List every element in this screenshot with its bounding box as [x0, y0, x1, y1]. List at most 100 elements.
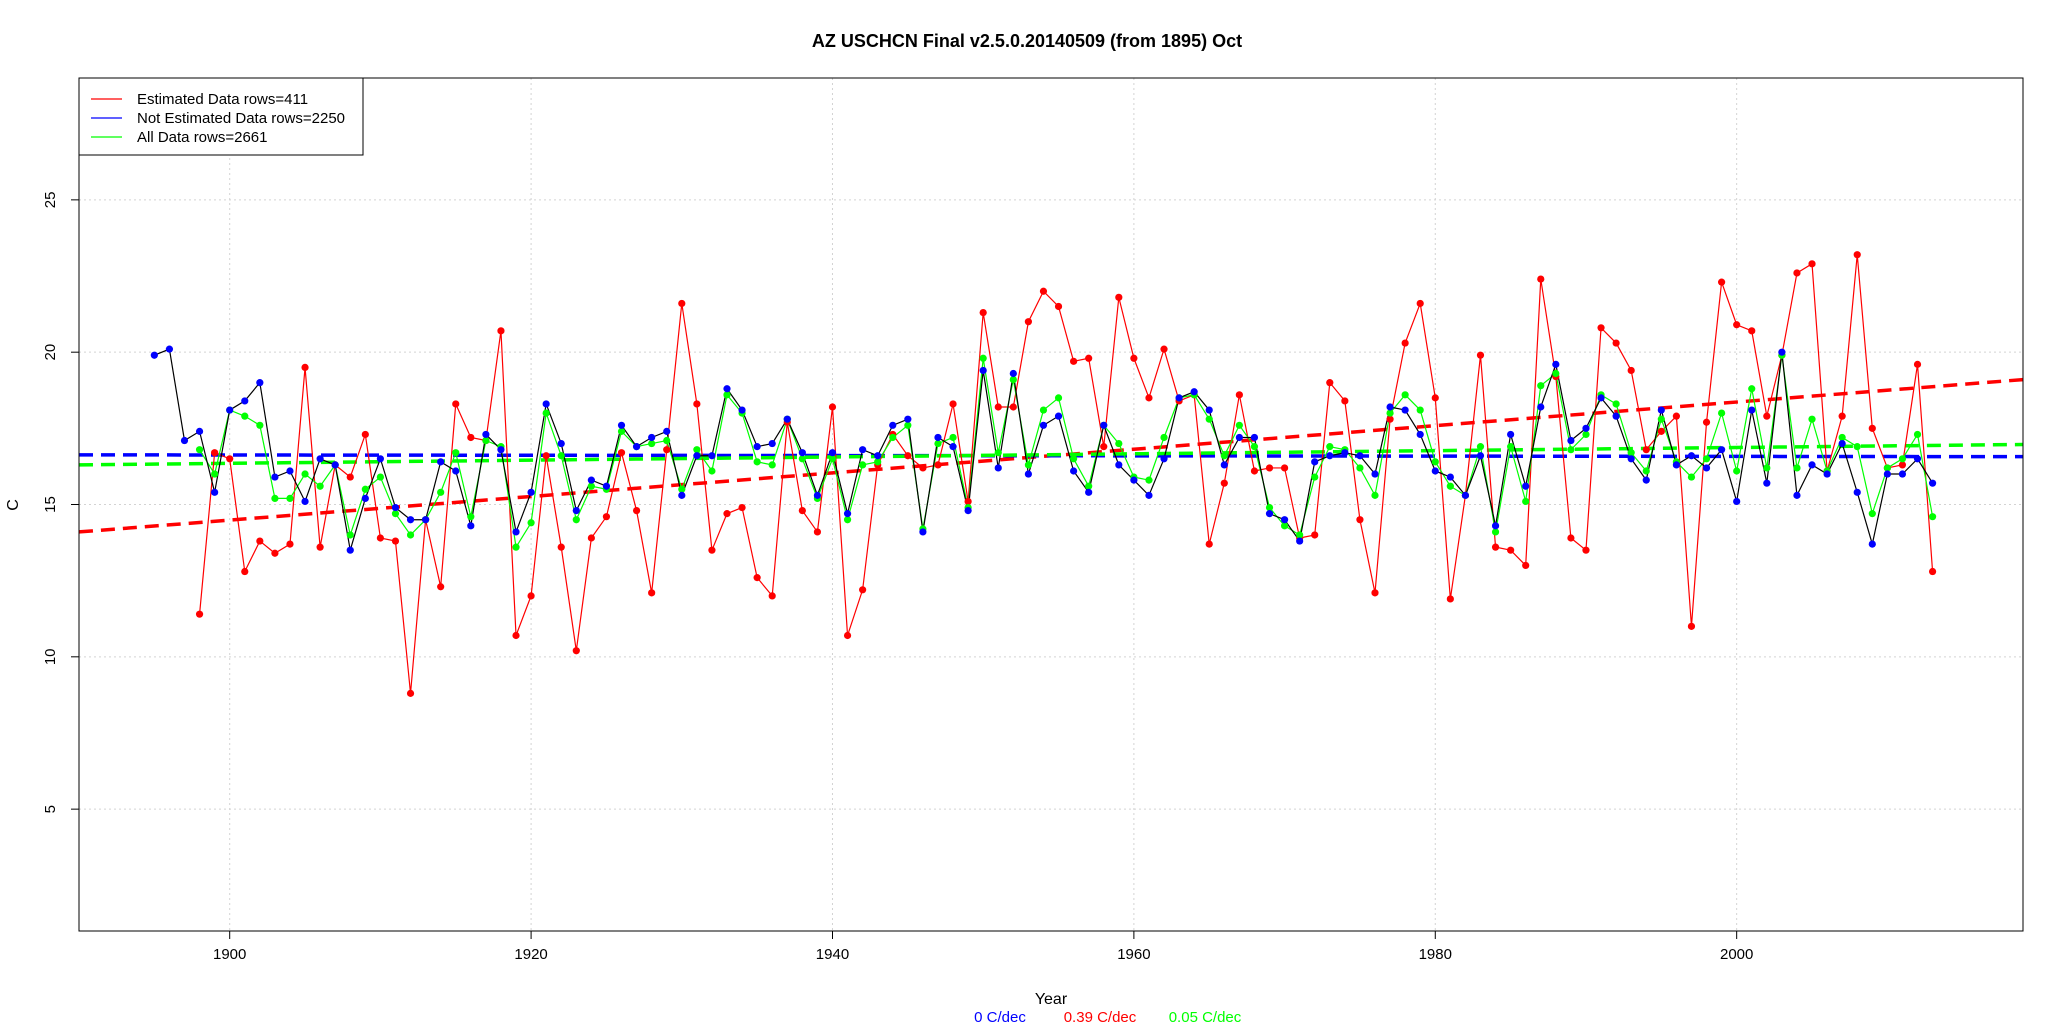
point-estimated: [602, 513, 611, 521]
x-tick-label: 1980: [1419, 946, 1452, 963]
point-not-estimated: [150, 351, 158, 359]
point-estimated: [361, 430, 369, 439]
point-estimated: [1657, 427, 1665, 435]
point-estimated: [693, 400, 701, 408]
point-estimated: [813, 528, 822, 536]
y-tick-label: 10: [42, 648, 59, 665]
point-not-estimated: [512, 528, 520, 536]
point-not-estimated: [211, 488, 219, 496]
point-not-estimated: [195, 427, 204, 435]
point-estimated: [1702, 418, 1711, 426]
point-estimated: [1356, 516, 1364, 524]
point-all: [301, 470, 309, 478]
point-all: [1054, 394, 1063, 402]
point-not-estimated: [1431, 467, 1439, 475]
point-not-estimated: [964, 506, 972, 515]
point-estimated: [271, 549, 279, 557]
point-all: [1913, 430, 1922, 439]
point-not-estimated: [1808, 461, 1816, 469]
point-estimated: [1507, 546, 1515, 554]
point-all: [1296, 531, 1304, 539]
point-estimated: [738, 503, 746, 512]
point-all: [1009, 375, 1017, 384]
point-not-estimated: [316, 455, 324, 463]
point-not-estimated: [1009, 369, 1017, 378]
point-all: [1702, 455, 1711, 463]
point-not-estimated: [180, 436, 189, 445]
point-not-estimated: [1507, 430, 1515, 439]
point-estimated: [1582, 546, 1590, 554]
point-not-estimated: [1280, 516, 1289, 524]
series-lines: [154, 254, 1934, 694]
point-estimated: [1898, 461, 1907, 469]
point-not-estimated: [1733, 497, 1741, 506]
point-not-estimated: [859, 446, 867, 454]
point-all: [1763, 464, 1771, 472]
point-not-estimated: [738, 406, 746, 414]
point-estimated: [1024, 318, 1032, 326]
point-all: [316, 482, 324, 490]
point-not-estimated: [1928, 479, 1937, 487]
point-estimated: [1913, 360, 1922, 368]
point-not-estimated: [1024, 470, 1032, 478]
point-all: [874, 458, 882, 466]
point-all: [271, 494, 279, 503]
point-all: [723, 391, 731, 399]
point-not-estimated: [226, 406, 234, 414]
point-all: [1024, 461, 1032, 469]
point-not-estimated: [1250, 433, 1259, 442]
point-estimated: [753, 574, 761, 582]
point-estimated: [1311, 531, 1319, 539]
point-all: [753, 458, 761, 466]
point-not-estimated: [406, 516, 415, 524]
point-all: [678, 485, 686, 493]
point-all: [708, 467, 716, 475]
point-not-estimated: [828, 449, 837, 457]
point-estimated: [1522, 561, 1530, 570]
point-estimated: [1280, 464, 1289, 472]
point-estimated: [1597, 324, 1605, 332]
point-not-estimated: [602, 482, 611, 490]
point-not-estimated: [1070, 467, 1078, 475]
point-all: [286, 494, 294, 503]
point-not-estimated: [557, 439, 565, 448]
point-estimated: [527, 592, 535, 600]
point-all: [1718, 409, 1726, 417]
point-not-estimated: [1205, 406, 1213, 414]
point-not-estimated: [376, 455, 384, 463]
point-not-estimated: [1642, 476, 1650, 484]
point-estimated: [211, 449, 219, 457]
y-axis-label: C: [5, 499, 22, 511]
point-all: [1356, 464, 1364, 472]
y-axis: 5 10 15 20 25: [42, 192, 79, 813]
point-all: [979, 354, 987, 362]
point-estimated: [708, 546, 716, 554]
point-estimated: [1627, 366, 1635, 375]
point-not-estimated: [572, 506, 580, 515]
point-not-estimated: [843, 510, 852, 518]
point-not-estimated: [587, 476, 595, 484]
point-all: [1642, 467, 1650, 475]
point-not-estimated: [663, 427, 671, 435]
point-all: [452, 449, 460, 457]
point-estimated: [1386, 415, 1394, 423]
point-not-estimated: [753, 443, 761, 451]
point-estimated: [256, 537, 264, 545]
point-not-estimated: [422, 516, 430, 524]
point-estimated: [1130, 354, 1138, 362]
point-not-estimated: [1763, 479, 1771, 487]
y-tick-label: 20: [42, 344, 59, 361]
point-estimated: [1748, 327, 1756, 335]
point-estimated: [1687, 622, 1696, 630]
chart-title: AZ USCHCN Final v2.5.0.20140509 (from 18…: [812, 31, 1242, 51]
point-all: [904, 421, 912, 429]
y-tick-label: 25: [42, 192, 59, 209]
point-estimated: [1416, 299, 1424, 308]
point-estimated: [557, 543, 565, 551]
point-all: [1401, 391, 1409, 399]
point-estimated: [859, 586, 867, 594]
point-all: [1431, 458, 1439, 466]
point-all: [391, 510, 400, 518]
point-not-estimated: [1341, 449, 1349, 457]
series-line-estimated: [198, 254, 1934, 694]
